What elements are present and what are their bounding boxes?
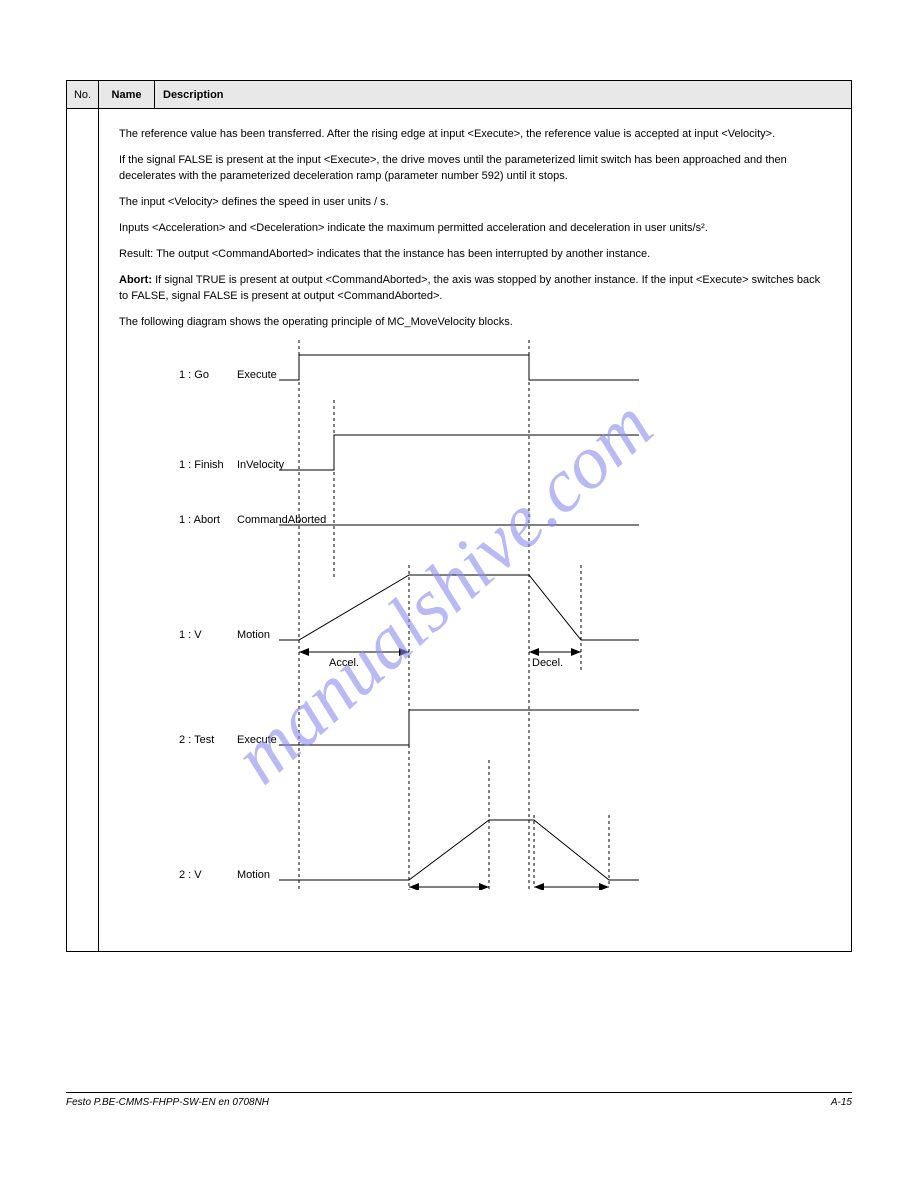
sig4-label: 1 : V — [179, 629, 202, 641]
footer-left: Festo P.BE-CMMS-FHPP-SW-EN en 0708NH — [66, 1097, 269, 1108]
header-desc: Description — [155, 81, 851, 108]
table-header: No. Name Description — [67, 81, 851, 109]
timing-svg: 1 : Go Execute 1 : Finish InVelocity 1 :… — [179, 340, 699, 890]
sig1-label: 1 : Go — [179, 369, 209, 381]
para-4: Inputs <Acceleration> and <Deceleration>… — [119, 221, 831, 237]
timing-diagram: 1 : Go Execute 1 : Finish InVelocity 1 :… — [179, 340, 739, 896]
description-cell: The reference value has been transferred… — [99, 109, 851, 952]
footer-right: A-15 — [831, 1097, 852, 1108]
arrow2: Decel. — [532, 657, 563, 669]
side-column — [67, 109, 99, 952]
abort-body: If signal TRUE is present at output <Com… — [119, 274, 820, 302]
sig6-label2: Motion — [237, 869, 270, 881]
para-5: Result: The output <CommandAborted> indi… — [119, 247, 831, 263]
diagram-note: The following diagram shows the operatin… — [119, 315, 831, 331]
header-num: No. — [67, 81, 99, 108]
para-2: If the signal FALSE is present at the in… — [119, 153, 831, 185]
sig3-label: 1 : Abort — [179, 514, 220, 526]
sig4-label2: Motion — [237, 629, 270, 641]
para-3: The input <Velocity> defines the speed i… — [119, 195, 831, 211]
sig5-label: 2 : Test — [179, 734, 214, 746]
sig2-label2: InVelocity — [237, 459, 285, 471]
header-name: Name — [99, 81, 155, 108]
sig2-label: 1 : Finish — [179, 459, 224, 471]
content-table: No. Name Description The reference value… — [66, 80, 852, 952]
sig6-label: 2 : V — [179, 869, 202, 881]
sig5-label2: Execute — [237, 734, 277, 746]
intro-text: The reference value has been transferred… — [119, 127, 831, 143]
arrow1: Accel. — [329, 657, 359, 669]
sig1-label2: Execute — [237, 369, 277, 381]
abort-title: Abort: — [119, 274, 152, 286]
sig3-label2: CommandAborted — [237, 514, 326, 526]
abort-para: Abort: If signal TRUE is present at outp… — [119, 273, 831, 305]
table-body-row: The reference value has been transferred… — [67, 109, 851, 952]
page-footer: Festo P.BE-CMMS-FHPP-SW-EN en 0708NH A-1… — [66, 1092, 852, 1108]
